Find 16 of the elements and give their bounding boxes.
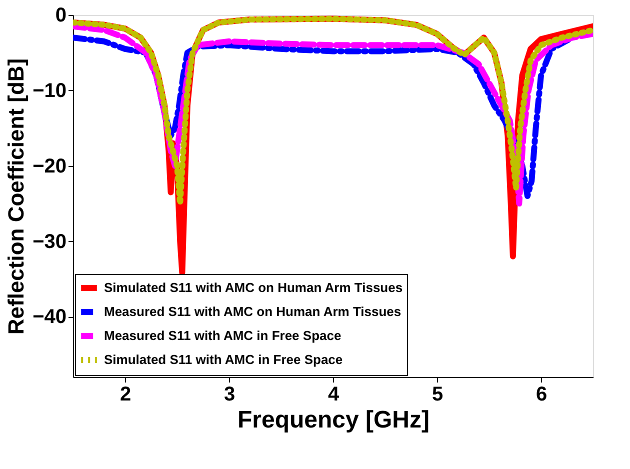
legend-label: Simulated S11 with AMC on Human Arm Tissues [104,280,403,295]
y-tick-label: −40 [32,306,66,328]
x-tick-label: 2 [120,384,132,406]
y-tick-label: −10 [32,80,66,102]
y-tick-label: −30 [32,230,66,253]
legend-label: Simulated S11 with AMC in Free Space [104,352,343,367]
x-tick-label: 5 [432,384,444,406]
y-tick-label: 0 [55,4,66,26]
y-tick-label: −20 [32,155,66,178]
y-axis-title: Reflection Coefficient [dB] [4,58,29,335]
x-tick-label: 6 [536,384,548,406]
x-tick-label: 3 [224,384,236,406]
legend-label: Measured S11 with AMC on Human Arm Tissues [104,304,402,319]
legend-label: Measured S11 with AMC in Free Space [104,328,342,343]
x-tick-label: 4 [328,384,340,406]
x-axis-title: Frequency [GHz] [237,406,430,434]
